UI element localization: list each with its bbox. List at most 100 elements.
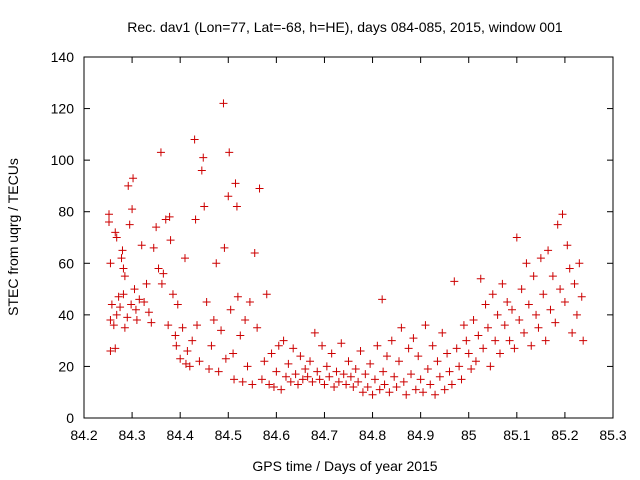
data-point — [149, 243, 158, 252]
data-point — [363, 383, 372, 392]
data-point — [337, 339, 346, 348]
data-point — [539, 290, 548, 299]
data-point — [534, 323, 543, 332]
x-tick-label: 84.2 — [70, 427, 97, 443]
data-point — [106, 259, 115, 268]
data-point — [109, 321, 118, 330]
data-point — [171, 331, 180, 340]
data-point — [120, 272, 129, 281]
data-point — [116, 303, 125, 312]
data-point — [313, 367, 322, 376]
data-point — [419, 388, 428, 397]
data-point — [462, 336, 471, 345]
data-point — [124, 181, 133, 190]
data-point — [474, 331, 483, 340]
data-point — [281, 372, 290, 381]
data-point — [488, 290, 497, 299]
data-point — [279, 336, 288, 345]
data-point — [197, 166, 206, 175]
data-point — [339, 370, 348, 379]
data-point — [260, 357, 269, 366]
data-point — [524, 300, 533, 309]
data-point — [558, 210, 567, 219]
data-point — [459, 321, 468, 330]
data-point — [447, 380, 456, 389]
plot-area-border — [83, 56, 614, 419]
data-point — [111, 228, 120, 237]
data-point — [387, 336, 396, 345]
data-point — [568, 328, 577, 337]
data-point — [243, 362, 252, 371]
data-point — [445, 367, 454, 376]
data-point — [438, 328, 447, 337]
data-point — [154, 264, 163, 273]
data-point — [257, 375, 266, 384]
data-point — [361, 370, 370, 379]
data-point — [469, 316, 478, 325]
y-tick-label: 40 — [58, 307, 74, 323]
data-point — [220, 243, 229, 252]
data-point — [536, 254, 545, 263]
data-point — [322, 362, 331, 371]
data-point — [325, 372, 334, 381]
data-point — [522, 259, 531, 268]
data-point — [114, 292, 123, 301]
data-point — [579, 336, 588, 345]
data-point — [180, 254, 189, 263]
data-point — [190, 135, 199, 144]
data-point — [233, 292, 242, 301]
x-tick-label: 84.3 — [118, 427, 145, 443]
y-tick-label: 100 — [51, 152, 75, 168]
data-point — [117, 254, 126, 263]
data-point — [202, 297, 211, 306]
data-point — [250, 248, 259, 257]
data-point — [127, 300, 136, 309]
data-point — [123, 313, 132, 322]
data-point — [426, 380, 435, 389]
data-point — [354, 377, 363, 386]
y-tick-label: 60 — [58, 255, 74, 271]
data-point — [416, 375, 425, 384]
data-point — [379, 367, 388, 376]
data-point — [560, 297, 569, 306]
x-tick-label: 84.9 — [407, 427, 434, 443]
data-point — [527, 341, 536, 350]
data-point — [199, 153, 208, 162]
x-axis-label: GPS time / Days of year 2015 — [252, 458, 437, 474]
data-point — [308, 377, 317, 386]
data-point — [159, 269, 168, 278]
data-point — [294, 380, 303, 389]
data-point — [205, 365, 214, 374]
data-point — [541, 336, 550, 345]
data-point — [310, 328, 319, 337]
y-axis-label: STEC from uqrg / TECUs — [5, 158, 21, 316]
data-point — [515, 316, 524, 325]
data-point — [241, 316, 250, 325]
x-tick-label: 84.8 — [359, 427, 386, 443]
data-point — [272, 367, 281, 376]
data-point — [119, 290, 128, 299]
data-point — [503, 297, 512, 306]
data-point — [230, 375, 239, 384]
data-point — [373, 341, 382, 350]
data-point — [498, 279, 507, 288]
data-point — [277, 385, 286, 394]
data-point — [344, 357, 353, 366]
data-point — [231, 179, 240, 188]
data-point — [291, 370, 300, 379]
data-point — [508, 305, 517, 314]
data-points — [105, 99, 588, 399]
data-point — [351, 365, 360, 374]
data-point — [517, 285, 526, 294]
data-point — [166, 236, 175, 245]
data-point — [385, 388, 394, 397]
data-point — [512, 233, 521, 242]
data-point — [144, 308, 153, 317]
data-point — [493, 310, 502, 319]
data-point — [267, 349, 276, 358]
data-point — [274, 341, 283, 350]
data-point — [479, 344, 488, 353]
x-tick-label: 85.1 — [503, 427, 530, 443]
data-point — [397, 323, 406, 332]
x-tick-label: 84.6 — [263, 427, 290, 443]
